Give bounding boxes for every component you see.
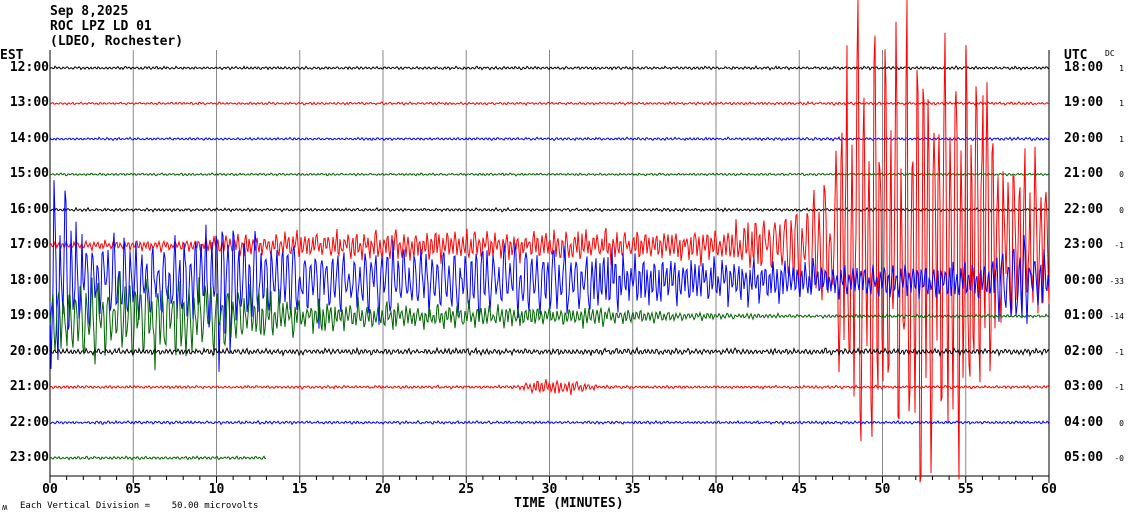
dc-value: -14: [1109, 312, 1124, 322]
x-tick-label: 05: [125, 482, 141, 497]
dc-value: -1: [1114, 347, 1124, 357]
x-tick-label: 00: [42, 482, 58, 497]
dc-value: -1: [1114, 241, 1124, 251]
x-tick-label: 15: [292, 482, 308, 497]
x-tick-label: 40: [708, 482, 724, 497]
date-label: Sep 8,2025: [50, 4, 129, 19]
est-hour-label: 14:00: [9, 130, 49, 146]
utc-hour-label: 02:00: [1064, 343, 1104, 359]
utc-hour-label: 00:00: [1064, 272, 1104, 288]
x-axis-label: TIME (MINUTES): [514, 496, 624, 511]
utc-hour-label: 21:00: [1064, 166, 1104, 182]
seismic-trace-1700: [49, 0, 1050, 483]
scale-note: Each Vertical Division = 50.00 microvolt…: [20, 501, 259, 511]
seismic-trace-2000: [50, 346, 1050, 358]
est-hour-label: 12:00: [9, 60, 49, 75]
utc-hour-label: 20:00: [1064, 130, 1104, 146]
seismic-trace-1300: [49, 100, 1050, 107]
dc-value: 1: [1119, 99, 1124, 109]
utc-hour-label: 03:00: [1064, 379, 1104, 395]
x-tick-label: 20: [375, 482, 391, 497]
dc-value: 0: [1119, 418, 1124, 428]
x-tick-label: 30: [542, 482, 558, 497]
est-hour-label: 22:00: [9, 414, 49, 430]
dc-value: -33: [1109, 276, 1124, 286]
est-hour-label: 15:00: [9, 166, 49, 182]
station-label: ROC LPZ LD 01: [50, 19, 152, 34]
seismic-trace-2100: [49, 378, 1050, 396]
utc-hour-label: 19:00: [1064, 95, 1104, 111]
logo-mark: ʍ: [2, 503, 8, 513]
dc-value: 0: [1119, 170, 1124, 180]
utc-hour-label: 18:00: [1064, 60, 1104, 75]
utc-hour-label: 05:00: [1064, 449, 1104, 465]
seismic-trace-1200: [49, 65, 1050, 71]
seismic-trace-1800: [49, 180, 1050, 372]
dc-value: 0: [1119, 205, 1124, 215]
seismic-trace-1500: [49, 172, 1050, 177]
seismic-trace-1600: [49, 206, 1050, 213]
dc-header: DC: [1105, 49, 1115, 58]
est-hour-label: 18:00: [9, 272, 49, 288]
utc-hour-label: 04:00: [1064, 414, 1104, 430]
x-tick-label: 45: [791, 482, 807, 497]
utc-hour-label: 01:00: [1064, 308, 1104, 324]
est-hour-label: 19:00: [9, 308, 49, 324]
seismic-trace-2200: [49, 419, 1050, 426]
x-tick-label: 55: [958, 482, 974, 497]
est-hour-label: 17:00: [9, 237, 49, 253]
seismic-trace-1400: [49, 136, 1050, 142]
utc-hour-label: 23:00: [1064, 237, 1104, 253]
est-hour-label: 23:00: [9, 449, 49, 465]
x-tick-label: 60: [1041, 482, 1057, 497]
dc-value: -1: [1114, 383, 1124, 393]
seismic-trace-1900: [49, 271, 1050, 371]
x-tick-label: 25: [458, 482, 474, 497]
est-hour-label: 16:00: [9, 201, 49, 217]
left-timezone-label: EST: [0, 48, 24, 63]
right-timezone-label: UTC: [1064, 48, 1088, 63]
x-tick-label: 10: [209, 482, 225, 497]
est-hour-label: 20:00: [9, 343, 49, 359]
dc-value: -0: [1114, 453, 1124, 463]
dc-value: 1: [1119, 64, 1124, 73]
seismic-trace-2300: [49, 455, 267, 461]
est-hour-label: 21:00: [9, 379, 49, 395]
dc-value: 1: [1119, 134, 1124, 144]
x-tick-label: 50: [875, 482, 891, 497]
utc-hour-label: 22:00: [1064, 201, 1104, 217]
x-tick-label: 35: [625, 482, 641, 497]
est-hour-label: 13:00: [9, 95, 49, 111]
network-label: (LDEO, Rochester): [50, 34, 184, 49]
